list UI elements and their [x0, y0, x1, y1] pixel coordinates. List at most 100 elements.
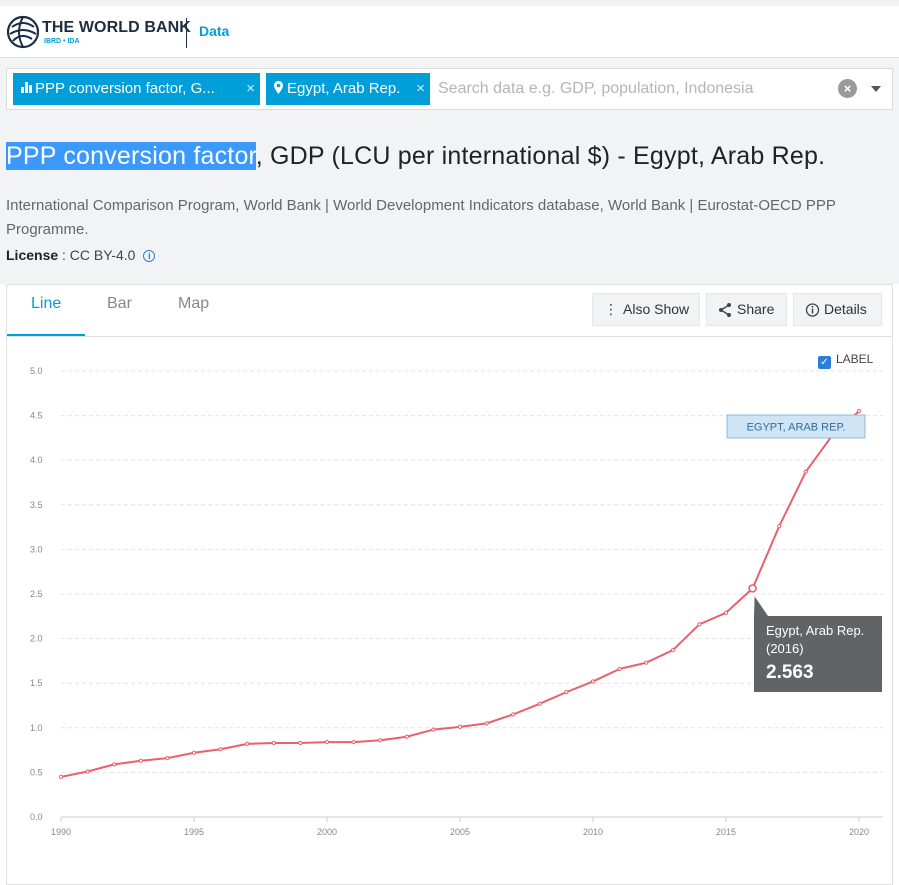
search-box[interactable]: PPP conversion factor, G... × Egypt, Ara…	[6, 68, 893, 110]
data-point[interactable]	[85, 769, 90, 774]
data-section-link[interactable]: Data	[199, 23, 230, 39]
info-circle-icon	[805, 303, 820, 317]
data-point[interactable]	[670, 648, 675, 653]
data-point[interactable]	[351, 739, 356, 745]
x-tick-label: 1990	[51, 827, 71, 837]
data-point[interactable]	[138, 758, 143, 763]
x-tick-label: 2015	[716, 827, 736, 837]
license: License : CC BY-4.0 i	[6, 247, 156, 263]
info-icon[interactable]: i	[143, 250, 156, 262]
data-point[interactable]	[191, 750, 197, 755]
world-bank-globe-icon[interactable]	[6, 15, 40, 49]
tooltip-pointer	[754, 596, 768, 616]
x-tick-label: 2020	[849, 827, 869, 837]
y-tick-label: 1.5	[30, 678, 43, 688]
remove-location-chip-icon[interactable]: ×	[416, 80, 425, 97]
remove-indicator-chip-icon[interactable]: ×	[246, 80, 255, 97]
indicator-filter-chip[interactable]: PPP conversion factor, G... ×	[13, 73, 260, 105]
data-point[interactable]	[404, 734, 409, 739]
share-icon	[719, 303, 731, 317]
page-title: PPP conversion factor, GDP (LCU per inte…	[6, 142, 825, 171]
tooltip-country: Egypt, Arab Rep.	[766, 623, 864, 638]
data-point[interactable]	[484, 721, 489, 726]
data-point[interactable]	[748, 584, 757, 593]
tabs-divider	[7, 336, 892, 337]
data-point[interactable]	[245, 741, 250, 746]
more-vertical-icon: ⋮	[604, 301, 618, 317]
data-point[interactable]	[617, 666, 622, 672]
tab-bar[interactable]: Bar	[107, 295, 132, 312]
data-point[interactable]	[723, 610, 729, 615]
site-header: THE WORLD BANK IBRD • IDA Data	[0, 0, 899, 58]
data-point[interactable]	[378, 738, 383, 743]
label-toggle[interactable]: ✓ LABEL	[818, 352, 873, 369]
license-value: : CC BY-4.0	[58, 247, 136, 263]
x-tick-label: 2000	[317, 827, 337, 837]
share-label: Share	[737, 301, 775, 317]
y-tick-label: 3.0	[30, 544, 43, 554]
data-point[interactable]	[856, 409, 862, 414]
data-point[interactable]	[590, 679, 596, 684]
data-point[interactable]	[298, 740, 303, 746]
data-point[interactable]	[564, 690, 569, 695]
data-point[interactable]	[777, 524, 782, 529]
y-tick-label: 2.0	[30, 634, 43, 644]
tab-map[interactable]: Map	[178, 295, 210, 312]
header-divider	[186, 18, 187, 48]
data-point[interactable]	[697, 622, 702, 627]
also-show-button[interactable]: ⋮ Also Show	[592, 293, 700, 326]
data-point[interactable]	[165, 756, 170, 761]
tooltip-value: 2.563	[766, 662, 814, 683]
details-label: Details	[824, 301, 867, 317]
data-point[interactable]	[271, 740, 276, 746]
bar-chart-icon	[21, 82, 33, 93]
indicator-header: PPP conversion factor, GDP (LCU per inte…	[0, 122, 899, 284]
source-text: International Comparison Program, World …	[6, 197, 836, 238]
data-point[interactable]	[218, 747, 223, 752]
location-pin-icon	[274, 81, 283, 94]
checkbox-checked-icon[interactable]: ✓	[818, 356, 831, 369]
license-label: License	[6, 247, 59, 263]
y-tick-label: 4.5	[30, 411, 43, 421]
y-tick-label: 4.0	[30, 455, 43, 465]
data-point[interactable]	[537, 701, 542, 706]
x-tick-label: 2010	[583, 827, 603, 837]
search-band: PPP conversion factor, G... × Egypt, Ara…	[0, 58, 899, 122]
y-tick-label: 2.5	[30, 589, 43, 599]
data-point[interactable]	[431, 727, 436, 732]
details-button[interactable]: Details	[793, 293, 882, 326]
clear-search-icon[interactable]: ×	[838, 79, 857, 98]
page-title-highlight: PPP conversion factor	[6, 142, 256, 170]
page-title-rest: , GDP (LCU per international $) - Egypt,…	[255, 142, 826, 170]
y-tick-label: 0.0	[30, 812, 43, 822]
label-toggle-text: LABEL	[836, 352, 874, 366]
data-point[interactable]	[644, 660, 649, 665]
y-tick-label: 1.0	[30, 723, 43, 733]
share-button[interactable]: Share	[706, 293, 787, 326]
data-point[interactable]	[511, 712, 516, 717]
x-tick-label: 1995	[184, 827, 204, 837]
chevron-down-icon[interactable]	[871, 86, 881, 92]
line-chart: 0.0 0.5 1.0 1.5 2.0 2.5 3.0 3.5 4.0 4.5 5.0 1990 199…	[30, 366, 883, 837]
y-tick-label: 0.5	[30, 767, 43, 777]
tooltip-box	[754, 616, 882, 692]
active-tab-indicator	[7, 334, 85, 337]
data-point[interactable]	[803, 469, 808, 474]
data-point[interactable]	[324, 739, 330, 745]
y-tick-label: 3.5	[30, 500, 43, 510]
location-chip-label: Egypt, Arab Rep.	[287, 80, 401, 97]
search-input[interactable]	[438, 73, 838, 105]
data-point[interactable]	[112, 762, 117, 767]
indicator-chip-label: PPP conversion factor, G...	[35, 80, 215, 97]
x-tick-label: 2005	[450, 827, 470, 837]
data-point[interactable]	[457, 724, 463, 730]
brand-subtitle: IBRD • IDA	[44, 38, 80, 45]
tab-line[interactable]: Line	[31, 295, 62, 312]
data-point[interactable]	[58, 774, 64, 779]
location-filter-chip[interactable]: Egypt, Arab Rep. ×	[266, 73, 430, 105]
series-label-box	[726, 414, 866, 439]
also-show-label: Also Show	[623, 301, 690, 317]
brand-name[interactable]: THE WORLD BANK	[42, 19, 191, 36]
series-label: EGYPT, ARAB REP.	[747, 422, 846, 434]
chart-panel: Line Bar Map ⋮ Also Show Share Details ✓ L…	[6, 284, 893, 885]
